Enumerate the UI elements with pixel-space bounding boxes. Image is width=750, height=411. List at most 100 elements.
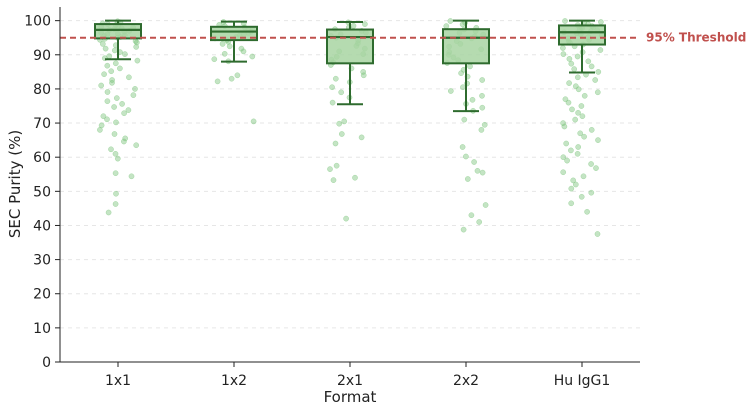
data-point <box>569 106 575 113</box>
data-point <box>249 53 256 60</box>
data-point <box>598 19 604 25</box>
y-tick-label: 0 <box>42 355 51 371</box>
y-tick-label: 90 <box>33 48 51 64</box>
data-point <box>594 231 601 237</box>
data-point <box>111 47 118 54</box>
data-point <box>588 161 594 167</box>
data-point <box>575 109 581 116</box>
data-point <box>566 80 572 86</box>
data-point <box>447 18 454 24</box>
data-point <box>113 190 119 197</box>
data-point <box>595 137 601 143</box>
data-point <box>360 72 367 79</box>
data-point <box>358 134 365 141</box>
data-point <box>102 45 109 52</box>
x-tick-label: 1x1 <box>105 373 131 389</box>
data-point <box>240 48 247 55</box>
data-point <box>565 99 572 106</box>
data-point <box>104 89 111 95</box>
data-point <box>572 116 579 123</box>
data-point <box>108 68 115 75</box>
y-tick-label: 50 <box>33 184 51 200</box>
box-hu-igg1 <box>558 19 606 74</box>
data-point <box>125 107 132 113</box>
y-ticks: 0 10 20 30 40 50 60 70 80 90 100 <box>24 14 60 371</box>
data-point <box>113 119 119 126</box>
data-point <box>592 77 599 83</box>
data-point <box>461 116 468 123</box>
data-point <box>133 39 140 46</box>
data-point <box>250 118 257 125</box>
x-tick-label: 2x1 <box>337 373 363 389</box>
data-point <box>474 167 481 174</box>
data-point <box>133 44 140 50</box>
y-tick-label: 100 <box>24 14 51 30</box>
data-point <box>104 98 111 105</box>
data-point <box>130 92 137 98</box>
data-point <box>98 82 105 89</box>
data-point <box>112 150 119 157</box>
iqr-box <box>558 24 606 46</box>
data-point <box>109 79 115 86</box>
data-point <box>113 95 120 101</box>
x-axis-title: Format <box>324 388 377 406</box>
data-point <box>566 56 573 62</box>
data-point <box>332 75 339 82</box>
data-point <box>211 56 218 63</box>
data-point <box>585 58 592 65</box>
data-point <box>467 63 473 70</box>
data-point <box>226 43 233 50</box>
data-point <box>479 77 486 83</box>
data-point <box>101 71 107 78</box>
data-point <box>126 74 132 81</box>
data-point <box>560 45 566 51</box>
data-point <box>463 153 469 160</box>
data-point <box>562 18 568 24</box>
data-point <box>460 84 466 91</box>
data-point <box>362 21 368 27</box>
data-point <box>568 60 575 67</box>
data-point <box>214 78 221 85</box>
data-point <box>479 92 485 99</box>
data-point <box>471 159 477 165</box>
y-tick-label: 70 <box>33 116 51 132</box>
y-axis-title: SEC Purity (%) <box>6 130 24 238</box>
data-point <box>580 173 587 180</box>
data-point <box>329 84 335 91</box>
data-point <box>459 144 466 150</box>
data-point <box>574 53 581 60</box>
data-point <box>338 89 345 96</box>
box-1x1 <box>94 19 142 61</box>
data-point <box>479 169 486 176</box>
data-point <box>564 157 570 164</box>
data-point <box>114 155 121 162</box>
data-point <box>572 181 579 188</box>
data-point <box>443 23 450 29</box>
y-tick-label: 10 <box>33 321 51 337</box>
data-point <box>575 86 582 93</box>
data-point <box>568 200 575 207</box>
data-point <box>111 131 118 137</box>
data-point <box>350 22 357 29</box>
data-point <box>105 209 112 216</box>
data-point <box>108 146 114 153</box>
data-point <box>228 75 235 82</box>
y-tick-label: 80 <box>33 82 51 98</box>
data-point <box>459 21 466 28</box>
iqr-box <box>94 23 142 40</box>
data-point <box>577 130 584 137</box>
data-point <box>336 120 343 127</box>
data-point <box>563 140 570 147</box>
data-point <box>593 165 599 171</box>
data-point <box>572 83 579 90</box>
iqr-box <box>442 28 490 65</box>
data-point <box>97 127 103 133</box>
threshold-label: 95% Threshold <box>646 31 746 45</box>
data-point <box>121 138 127 145</box>
data-point <box>594 89 601 96</box>
data-point <box>112 170 119 177</box>
data-point <box>121 110 127 117</box>
data-point <box>122 51 128 57</box>
x-tick-label: 2x2 <box>453 373 479 389</box>
